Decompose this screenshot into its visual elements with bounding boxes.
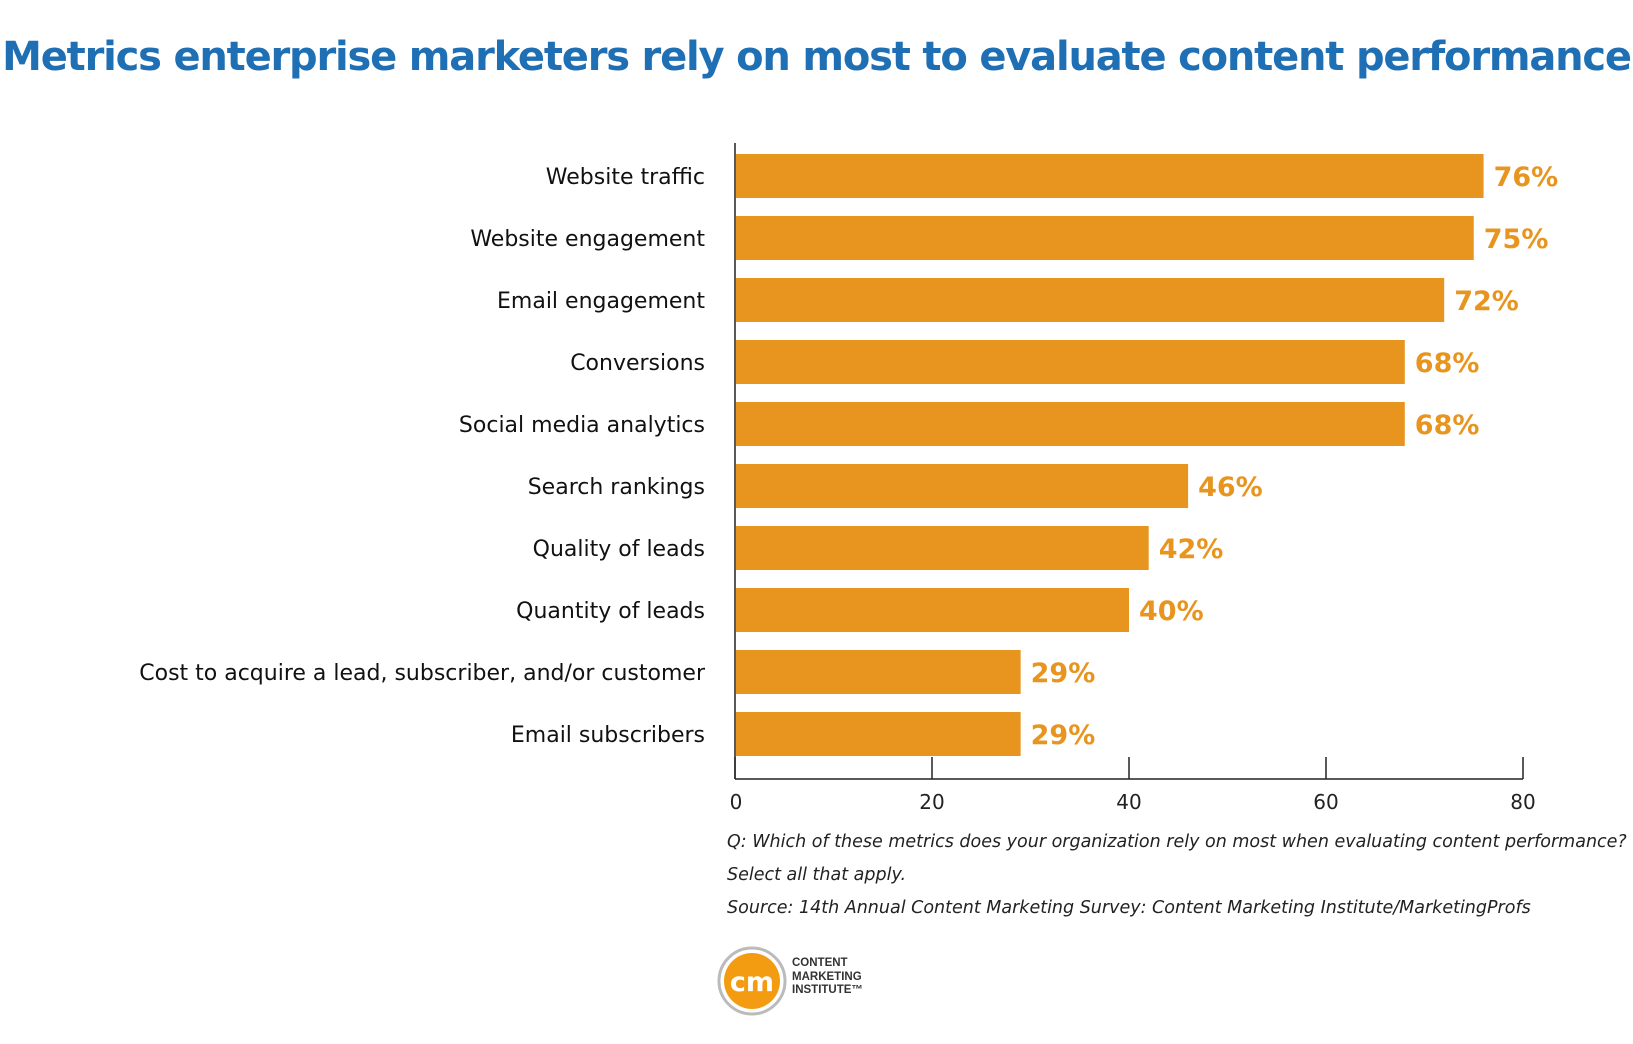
bar (736, 588, 1129, 632)
category-label: Website traffic (546, 165, 705, 190)
category-label: Email engagement (497, 289, 705, 314)
x-tick-label: 20 (919, 790, 944, 814)
data-label: 46% (1198, 472, 1263, 503)
data-label: 76% (1494, 162, 1559, 193)
data-label: 29% (1031, 720, 1096, 751)
bar (736, 278, 1445, 322)
data-label: 72% (1454, 286, 1519, 317)
category-label: Cost to acquire a lead, subscriber, and/… (139, 661, 706, 686)
x-tick-label: 40 (1116, 790, 1141, 814)
x-tick-label: 80 (1510, 790, 1535, 814)
logo-line-content: CONTENT (792, 957, 848, 969)
data-label: 29% (1031, 658, 1096, 689)
category-label: Social media analytics (459, 413, 705, 438)
cmi-logo-wordmark: CONTENT MARKETING INSTITUTE™ (792, 957, 863, 998)
data-label: 68% (1415, 410, 1480, 441)
data-label: 68% (1415, 348, 1480, 379)
data-label: 40% (1139, 596, 1204, 627)
logo-line-institute: INSTITUTE™ (792, 984, 863, 996)
cmi-logo-mark: cm (717, 946, 787, 1016)
category-label: Quality of leads (533, 537, 705, 562)
bar (736, 154, 1484, 198)
bar (736, 526, 1149, 570)
survey-instruction: Select all that apply. (727, 865, 907, 885)
cmi-logo: cm CONTENT MARKETING INSTITUTE™ (716, 945, 936, 1017)
x-tick-label: 60 (1313, 790, 1338, 814)
category-label: Search rankings (528, 475, 705, 500)
x-tick-label: 0 (730, 790, 743, 814)
bar (736, 216, 1474, 260)
cmi-logo-monogram: cm (730, 967, 774, 998)
category-label: Email subscribers (511, 723, 705, 748)
category-label: Conversions (570, 351, 705, 376)
chart-title: Metrics enterprise marketers rely on mos… (2, 34, 1632, 80)
data-label: 75% (1484, 224, 1549, 255)
category-label: Website engagement (470, 227, 705, 252)
bar (736, 650, 1021, 694)
bar (736, 340, 1405, 384)
category-label: Quantity of leads (516, 599, 705, 624)
source-note: Source: 14th Annual Content Marketing Su… (727, 898, 1531, 918)
bar (736, 464, 1189, 508)
logo-line-marketing: MARKETING (792, 970, 862, 983)
survey-question: Q: Which of these metrics does your orga… (727, 832, 1627, 852)
data-label: 42% (1159, 534, 1224, 565)
bar-chart: Website traffic 76% Website engagement 75% E… (139, 143, 1559, 814)
bar (736, 402, 1405, 446)
bar (736, 712, 1021, 756)
